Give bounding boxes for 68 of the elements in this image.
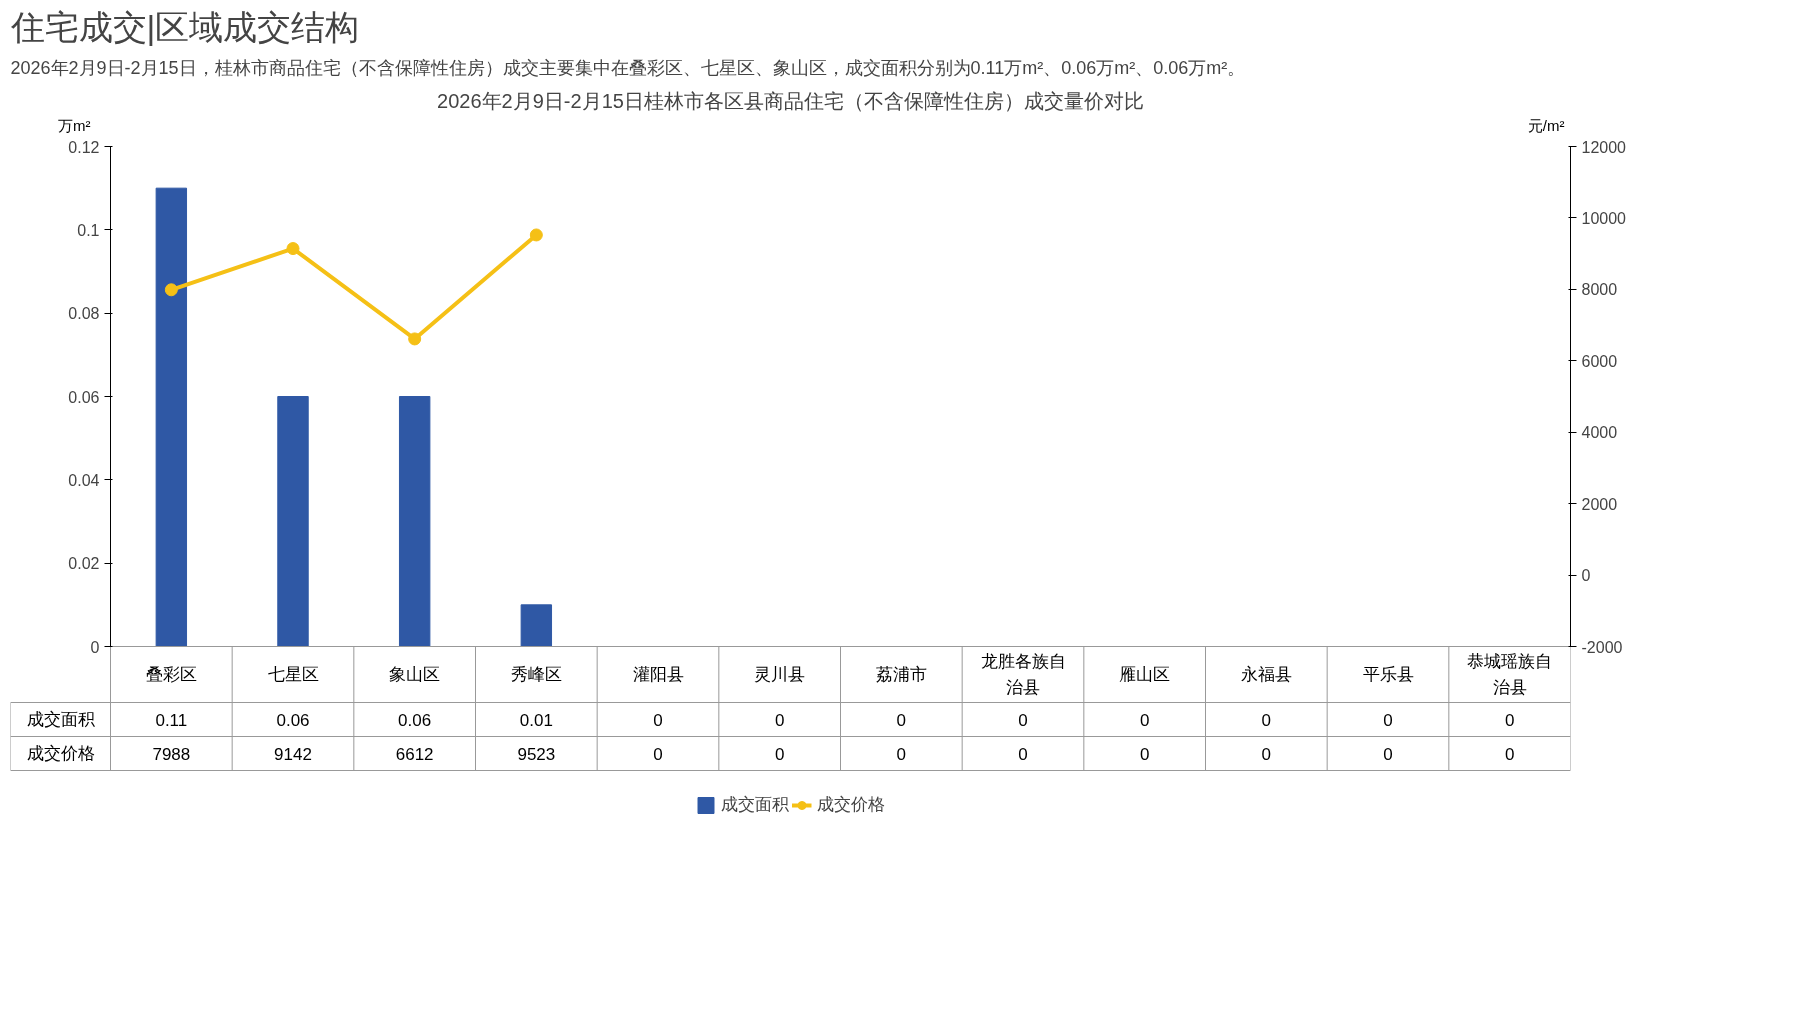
y2-tick-label: 6000	[1581, 352, 1618, 370]
y-tick-label: 0.1	[77, 221, 100, 239]
text: 0	[1261, 744, 1272, 764]
y-axis-title: 万m²	[58, 116, 91, 134]
data-label: 0.06	[276, 710, 310, 730]
point	[529, 228, 543, 242]
data-label: 9523	[517, 744, 556, 764]
bar	[520, 604, 553, 647]
text: 0	[774, 744, 785, 764]
x-tick-label: 恭城瑶族自治县	[1467, 651, 1553, 698]
data-label: 0	[1504, 710, 1515, 730]
point	[286, 242, 300, 256]
x-tick-label: 叠彩区	[145, 665, 197, 684]
x-tick-label: 象山区	[389, 665, 441, 684]
y-tick-label: 0.06	[68, 388, 100, 406]
x-tick-label: 秀峰区	[510, 665, 562, 684]
data-label: 0	[1139, 710, 1150, 730]
data-label: 0.01	[519, 710, 553, 730]
text: 住宅成交|区域成交结构	[9, 7, 360, 46]
legend-label: 成交面积	[720, 794, 789, 816]
y2-tick-label: 4000	[1581, 424, 1618, 442]
data-label: 0.11	[155, 710, 188, 730]
x-tick-label: 七星区	[267, 665, 319, 684]
y-tick-label: 0.12	[68, 138, 100, 156]
legend-label: 成交价格	[816, 794, 885, 816]
x-tick-label: 灌阳县	[632, 665, 684, 684]
text: 0	[896, 744, 907, 764]
text: 0	[1383, 744, 1393, 764]
y2-tick-label: 0	[1581, 567, 1591, 585]
point	[164, 283, 178, 297]
data-label: 0	[1018, 710, 1028, 730]
y2-tick-label: 2000	[1581, 495, 1618, 513]
bar	[398, 396, 431, 647]
data-label: 0	[1383, 710, 1393, 730]
data-label: 0.06	[398, 710, 432, 730]
data-label: 9142	[274, 744, 312, 764]
data-label: 0	[653, 710, 663, 730]
x-tick-label: 永福县	[1240, 665, 1292, 684]
bar	[277, 396, 309, 647]
y-tick-label: 0.08	[68, 305, 100, 323]
y2-tick-label: -2000	[1581, 638, 1623, 656]
x-tick-label: 灵川县	[754, 665, 806, 684]
point	[408, 332, 422, 346]
data-label: 0	[896, 710, 907, 730]
text: 0	[1018, 744, 1028, 764]
y2-tick-label: 8000	[1581, 281, 1618, 299]
y2-tick-label: 10000	[1581, 209, 1627, 227]
chart-title: 2026年2月9日-2月15日桂林市各区县商品住宅（不含保障性住房）成交量价对比	[437, 89, 1144, 112]
x-tick-label: 雁山区	[1119, 665, 1171, 684]
y2-tick-label: 12000	[1581, 138, 1627, 156]
text: 0	[653, 744, 663, 764]
x-tick-label: 平乐县	[1362, 665, 1414, 684]
data-label: 7988	[152, 744, 191, 764]
x-tick-label: 龙胜各族自治县	[980, 651, 1066, 698]
text: 0	[1504, 744, 1515, 764]
y-tick-label: 0.04	[68, 471, 100, 489]
data-label: 0	[774, 710, 785, 730]
x-tick-label: 荔浦市	[875, 665, 927, 684]
data-label: 0	[1261, 710, 1272, 730]
text: 成交价格	[26, 744, 95, 763]
text: 0	[1139, 744, 1150, 764]
data-label: 6612	[395, 744, 434, 764]
y-tick-label: 0.02	[68, 555, 100, 573]
y2-axis-title: 元/m²	[1527, 116, 1565, 134]
bar	[155, 187, 188, 647]
y-tick-label: 0	[90, 638, 100, 656]
text: 成交面积	[26, 710, 95, 729]
text: 2026年2月9日-2月15日，桂林市商品住宅（不含保障性住房）成交主要集中在叠彩区、七星区、象山区，成交面积分别为0.11万m²、0.06万m²、0.06万m²。	[10, 57, 1246, 78]
